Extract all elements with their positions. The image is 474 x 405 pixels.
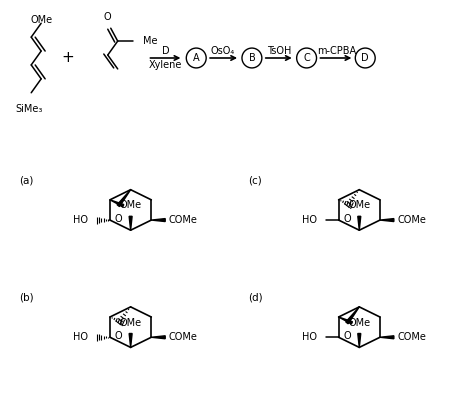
Text: OsO₄: OsO₄ [211, 46, 235, 56]
Text: OMe: OMe [348, 318, 370, 328]
Text: B: B [248, 53, 255, 63]
Polygon shape [151, 219, 165, 222]
Text: OMe: OMe [119, 200, 142, 210]
Text: +: + [62, 51, 74, 66]
Text: COMe: COMe [397, 215, 426, 225]
Text: COMe: COMe [397, 332, 426, 342]
Text: (b): (b) [19, 292, 34, 303]
Text: HO: HO [73, 215, 88, 225]
Text: HO: HO [73, 332, 88, 342]
Text: (d): (d) [248, 292, 263, 303]
Polygon shape [338, 317, 353, 324]
Polygon shape [151, 336, 165, 339]
Text: O: O [343, 331, 351, 341]
Text: Xylene: Xylene [149, 60, 182, 70]
Text: O: O [343, 213, 351, 224]
Polygon shape [380, 336, 394, 339]
Text: TsOH: TsOH [266, 46, 291, 56]
Text: COMe: COMe [169, 332, 198, 342]
Text: (a): (a) [19, 175, 34, 185]
Text: O: O [115, 213, 122, 224]
Polygon shape [380, 219, 394, 222]
Text: OMe: OMe [119, 318, 142, 328]
Text: (c): (c) [248, 175, 262, 185]
Polygon shape [129, 333, 132, 347]
Polygon shape [110, 200, 124, 207]
Text: Me: Me [143, 36, 157, 46]
Text: D: D [362, 53, 369, 63]
Text: HO: HO [302, 332, 317, 342]
Text: C: C [303, 53, 310, 63]
Polygon shape [358, 216, 361, 230]
Polygon shape [358, 333, 361, 347]
Polygon shape [117, 190, 131, 207]
Text: O: O [104, 12, 111, 22]
Text: A: A [193, 53, 200, 63]
Text: O: O [115, 331, 122, 341]
Polygon shape [346, 307, 359, 324]
Text: COMe: COMe [169, 215, 198, 225]
Text: m-CPBA: m-CPBA [317, 46, 356, 56]
Text: HO: HO [302, 215, 317, 225]
Text: SiMe₃: SiMe₃ [16, 104, 43, 114]
Polygon shape [129, 216, 132, 230]
Text: OMe: OMe [30, 15, 52, 25]
Text: OMe: OMe [348, 200, 370, 210]
Text: D: D [162, 46, 169, 56]
